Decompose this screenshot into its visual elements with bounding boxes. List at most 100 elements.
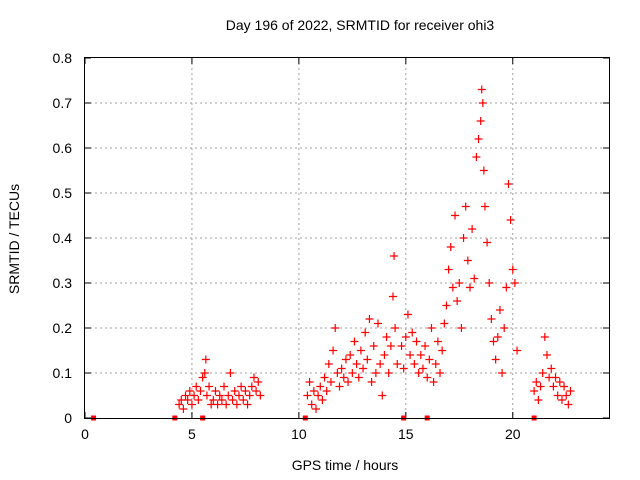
data-point bbox=[534, 396, 543, 404]
data-point bbox=[393, 360, 402, 368]
x-tick-label: 20 bbox=[505, 426, 521, 442]
data-point bbox=[480, 202, 489, 211]
data-point bbox=[436, 369, 445, 377]
data-point bbox=[489, 337, 498, 346]
data-point bbox=[243, 400, 252, 409]
data-point bbox=[487, 315, 496, 323]
data-point bbox=[185, 387, 194, 395]
data-point bbox=[560, 382, 569, 391]
data-point bbox=[429, 378, 438, 386]
data-point bbox=[311, 405, 320, 413]
data-point bbox=[540, 333, 549, 341]
data-point bbox=[217, 396, 226, 404]
data-point bbox=[183, 396, 192, 404]
data-point bbox=[457, 324, 466, 332]
data-point bbox=[359, 364, 368, 373]
data-point bbox=[374, 319, 383, 328]
x-tick-label: 0 bbox=[81, 426, 89, 442]
x-tick-label: 5 bbox=[188, 426, 196, 442]
data-point bbox=[316, 382, 325, 391]
data-point bbox=[388, 292, 397, 301]
data-point bbox=[209, 396, 218, 404]
data-point bbox=[318, 396, 327, 404]
data-point bbox=[324, 360, 333, 368]
data-point bbox=[562, 391, 571, 400]
data-point bbox=[369, 342, 378, 350]
data-point bbox=[403, 310, 412, 319]
data-point bbox=[256, 391, 265, 400]
data-point bbox=[510, 279, 519, 287]
data-point bbox=[532, 378, 541, 386]
data-point bbox=[307, 400, 316, 409]
data-point bbox=[237, 382, 246, 391]
data-point bbox=[427, 324, 436, 332]
data-point bbox=[547, 364, 556, 373]
data-point bbox=[555, 378, 564, 386]
data-point bbox=[483, 238, 492, 247]
data-point bbox=[226, 369, 235, 377]
data-point bbox=[320, 373, 329, 382]
data-point bbox=[461, 202, 470, 211]
data-point bbox=[339, 373, 348, 382]
data-point bbox=[254, 378, 263, 386]
data-point bbox=[344, 378, 353, 386]
y-tick-label: 0 bbox=[64, 410, 72, 426]
data-point bbox=[408, 328, 417, 337]
data-point bbox=[425, 355, 434, 364]
data-point bbox=[391, 324, 400, 332]
data-point bbox=[566, 387, 575, 395]
ticks: 0 5 10 15 20 0 0.1 0.2 0.3 0.4 0.5 0.6 0.7 0.8 bbox=[53, 50, 609, 442]
data-point bbox=[446, 243, 455, 251]
data-point bbox=[433, 337, 442, 346]
data-point bbox=[239, 396, 248, 404]
data-point bbox=[418, 364, 427, 373]
data-point bbox=[465, 283, 474, 292]
data-point bbox=[438, 346, 447, 355]
data-point bbox=[224, 391, 233, 400]
data-point bbox=[416, 351, 425, 359]
data-point bbox=[504, 180, 513, 188]
data-point bbox=[470, 274, 479, 283]
data-point bbox=[331, 324, 340, 332]
data-point bbox=[346, 351, 355, 359]
y-axis-label: SRMTID / TECUs bbox=[6, 184, 22, 294]
data-point bbox=[179, 405, 188, 413]
data-point bbox=[382, 333, 391, 341]
data-point bbox=[190, 391, 199, 400]
data-point bbox=[202, 391, 211, 400]
x-tick-label: 15 bbox=[398, 426, 414, 442]
data-point bbox=[477, 85, 486, 94]
data-point bbox=[361, 328, 370, 337]
data-point bbox=[363, 355, 372, 364]
data-point bbox=[371, 369, 380, 377]
data-point bbox=[234, 391, 243, 400]
data-point bbox=[455, 279, 464, 287]
y-tick-label: 0.7 bbox=[53, 95, 73, 111]
data-point bbox=[232, 400, 241, 409]
data-point bbox=[502, 283, 511, 292]
data-point bbox=[412, 337, 421, 346]
data-point bbox=[390, 252, 399, 260]
y-tick-label: 0.6 bbox=[53, 140, 73, 156]
data-point bbox=[222, 400, 231, 409]
data-point bbox=[506, 216, 515, 224]
data-point bbox=[549, 382, 558, 391]
data-point bbox=[303, 391, 312, 400]
grid bbox=[85, 58, 609, 418]
y-tick-label: 0.3 bbox=[53, 275, 73, 291]
data-point bbox=[386, 342, 395, 350]
data-point bbox=[352, 360, 361, 368]
data-point bbox=[440, 319, 449, 328]
data-point bbox=[230, 387, 239, 395]
data-point bbox=[198, 373, 207, 382]
y-tick-label: 0.8 bbox=[53, 50, 73, 66]
data-point bbox=[401, 333, 410, 341]
data-point bbox=[380, 351, 389, 359]
y-tick-label: 0.2 bbox=[53, 320, 73, 336]
data-point bbox=[448, 283, 457, 292]
data-point bbox=[356, 346, 365, 355]
plot-frame bbox=[84, 57, 610, 419]
data-point bbox=[414, 369, 423, 377]
data-point bbox=[187, 400, 196, 409]
